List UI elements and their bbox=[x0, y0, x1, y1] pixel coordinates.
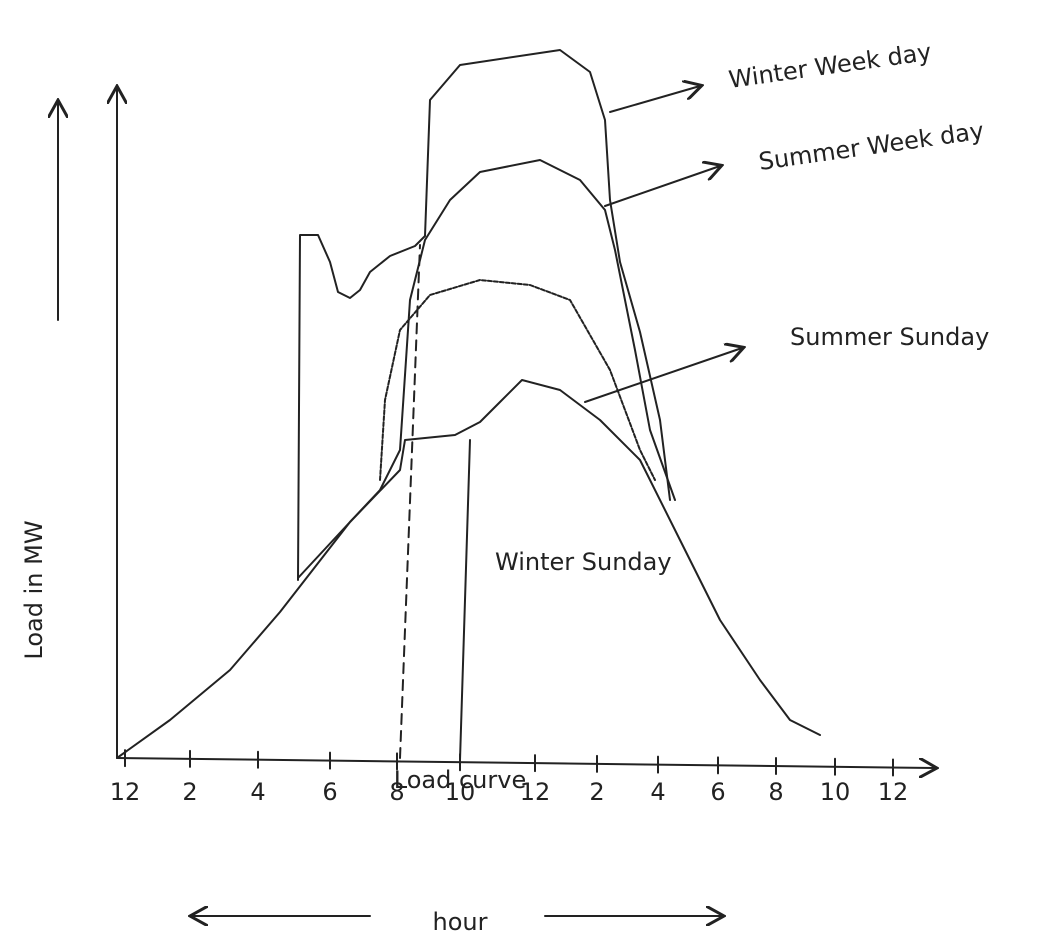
label-arrow bbox=[604, 166, 720, 207]
x-tick-label: 10 bbox=[445, 778, 476, 806]
x-axis-label: hour bbox=[433, 908, 488, 936]
x-tick-label: 2 bbox=[182, 778, 197, 806]
label-arrow bbox=[584, 348, 742, 403]
label-arrow bbox=[609, 86, 700, 113]
winter-sunday-curve bbox=[116, 379, 821, 759]
summer-sunday-curve bbox=[379, 279, 656, 481]
x-tick-label: 12 bbox=[878, 778, 909, 806]
x-tick-label: 12 bbox=[520, 778, 551, 806]
x-tick-label: 8 bbox=[768, 778, 783, 806]
x-tick-label: 4 bbox=[650, 778, 665, 806]
curve-label: Summer Sunday bbox=[790, 323, 989, 351]
winter-weekday-curve bbox=[297, 49, 671, 581]
diagram-title: Load curve bbox=[394, 766, 526, 794]
x-tick-label: 10 bbox=[820, 778, 851, 806]
x-tick-label: 6 bbox=[710, 778, 725, 806]
dashed-marker bbox=[399, 244, 421, 759]
x-ticks: 12 2 4 6 8 10 12 2 4 6 8 10 12 bbox=[110, 749, 909, 806]
solid-marker bbox=[459, 439, 471, 761]
x-tick-label: 4 bbox=[250, 778, 265, 806]
summer-weekday-curve bbox=[297, 159, 676, 579]
x-tick-label: 8 bbox=[389, 778, 404, 806]
x-tick-label: 6 bbox=[322, 778, 337, 806]
x-tick-label: 2 bbox=[589, 778, 604, 806]
x-axis bbox=[116, 757, 935, 768]
y-axis-label: Load in MW bbox=[20, 520, 48, 659]
x-tick-label: 12 bbox=[110, 778, 141, 806]
curve-label: Winter Sunday bbox=[495, 548, 672, 576]
